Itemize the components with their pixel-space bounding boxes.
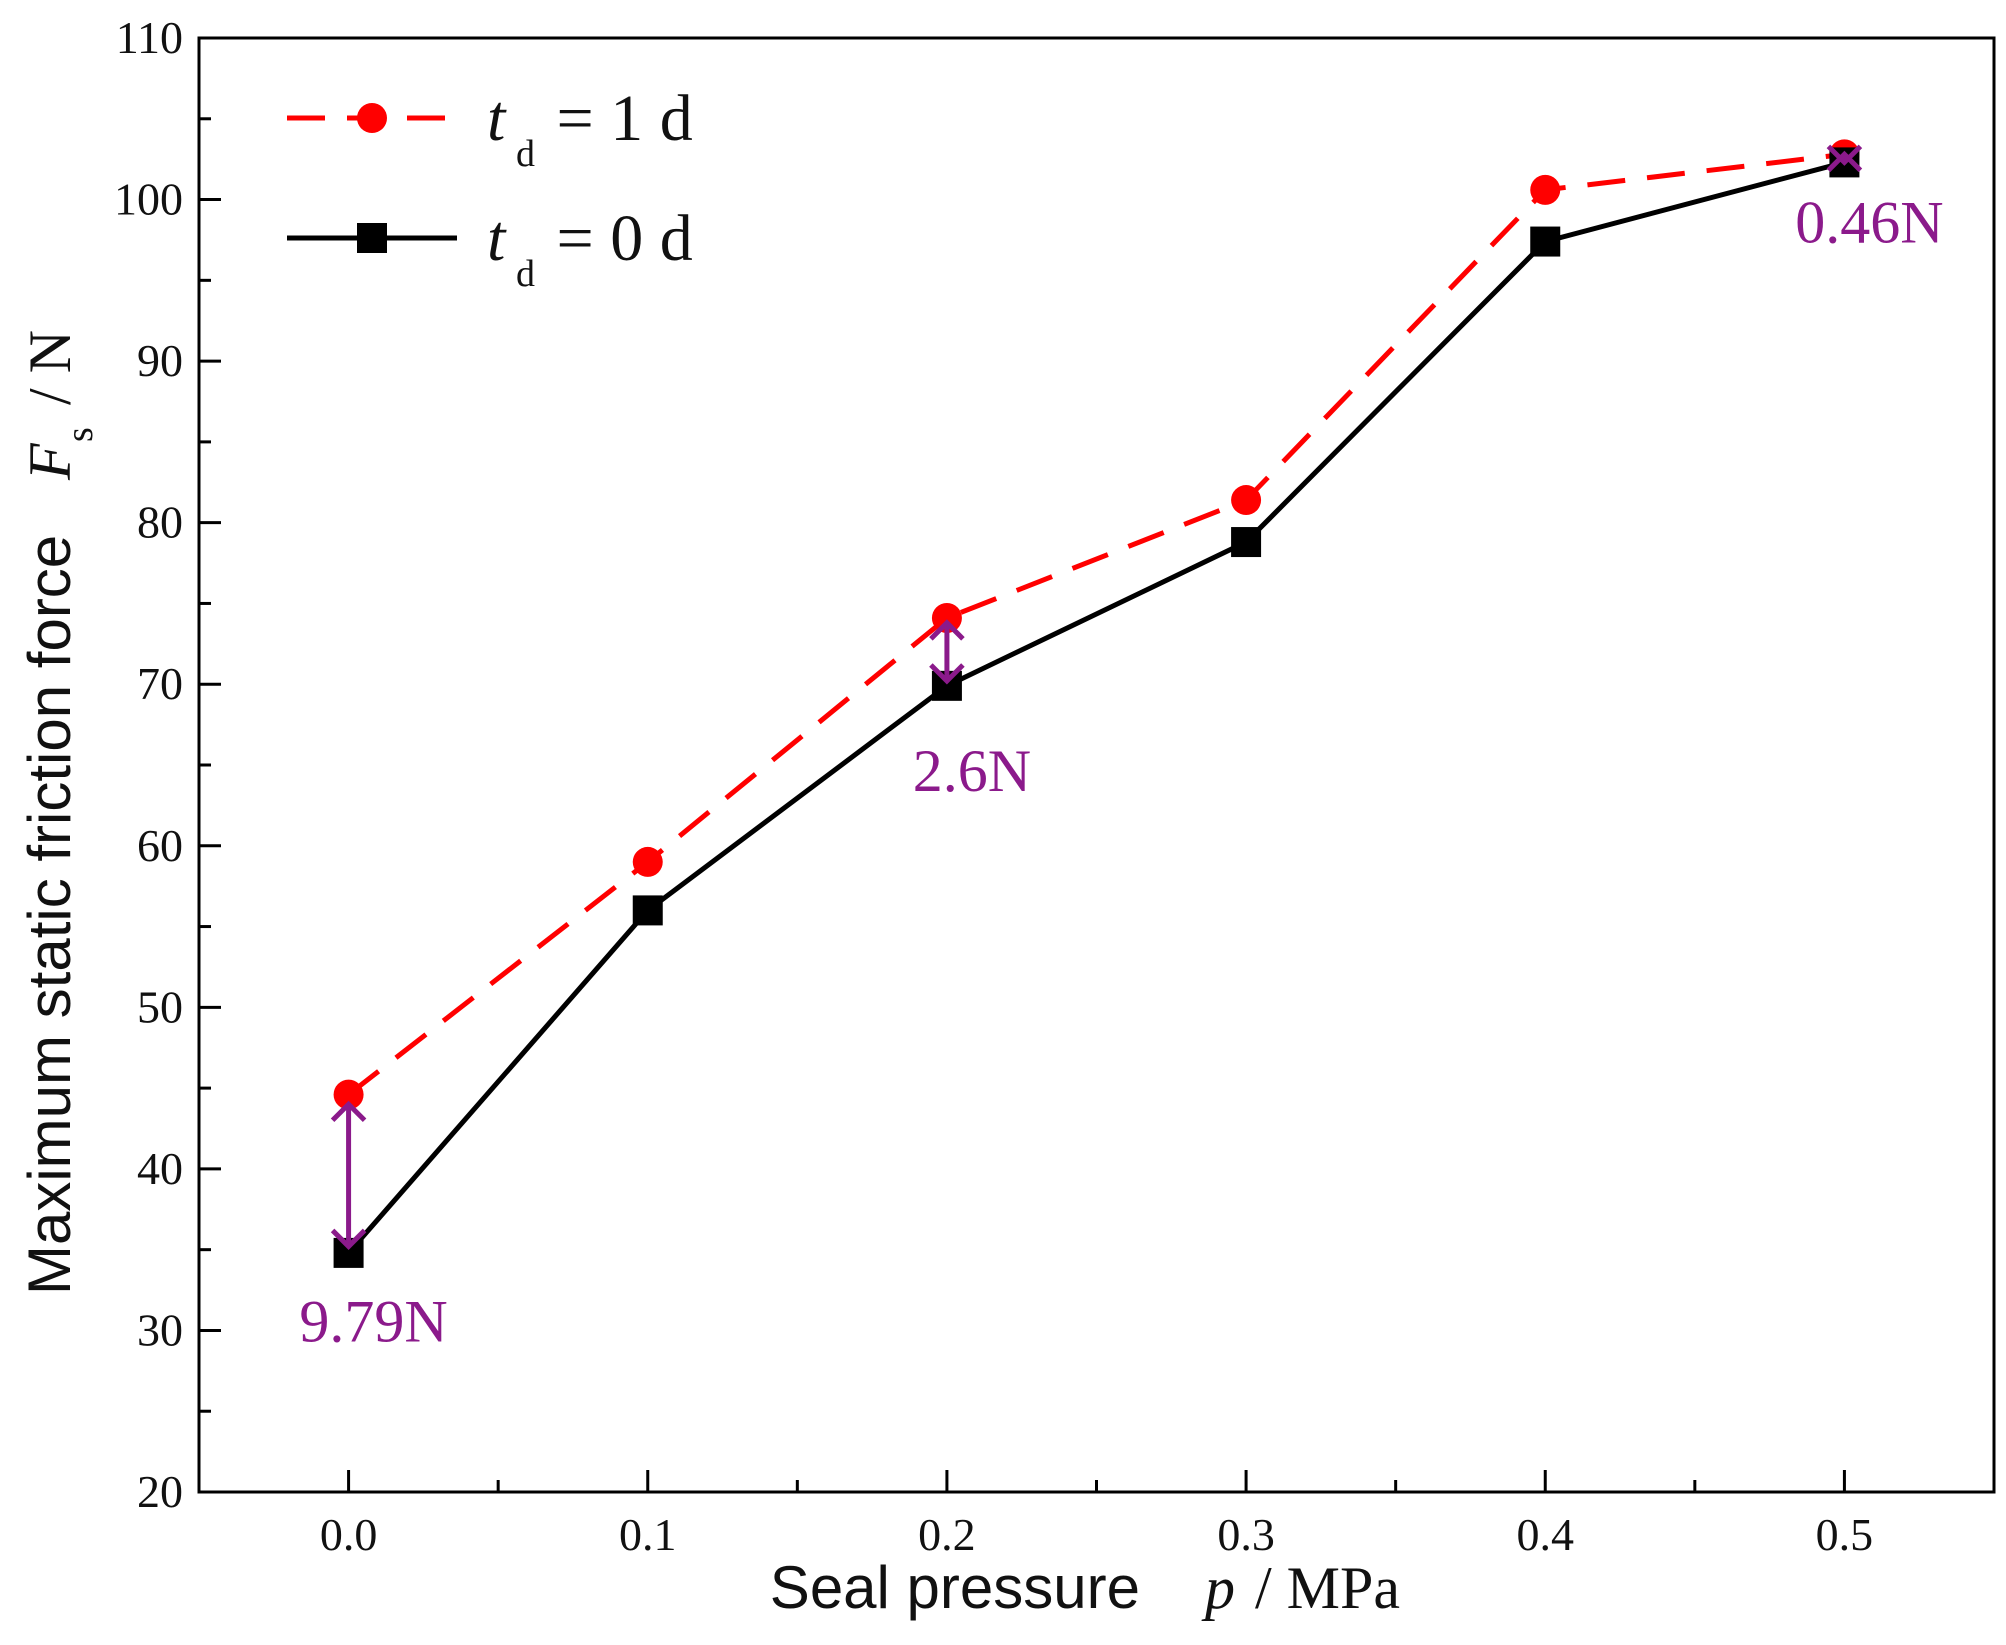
legend: t d = 1 d t d = 0 d [287,82,693,295]
point-td0 [632,895,663,926]
x-tick-label: 0.0 [320,1509,378,1560]
annotation-arrowhead-down [1826,144,1863,166]
point-td1 [931,602,962,633]
annotation-arrowhead-down [330,1228,367,1250]
y-tick-label: 20 [137,1466,183,1517]
x-axis-unit: / MPa [1255,1555,1400,1621]
y-tick-label: 100 [114,174,183,225]
y-tick-label: 50 [137,981,183,1032]
legend-symbol-td0: t [487,202,507,275]
axis-ticks [199,36,1846,1494]
y-axis-title-group: Maximum static friction force F s / N [16,330,101,1295]
y-axis-title: Maximum static friction force [16,535,83,1295]
annotation-arrowhead-up [330,1100,367,1123]
legend-marker-td1 [357,103,387,133]
annotation-label: 0.46N [1795,189,1943,255]
annotation-label: 2.6N [913,738,1031,804]
y-tick-label: 30 [137,1304,183,1355]
plot-frame [197,36,1996,1494]
series-layer [333,139,1860,1268]
y-tick-label: 60 [137,820,183,871]
point-td1 [632,846,663,877]
x-tick-labels: 0.0 0.1 0.2 0.3 0.4 0.5 [320,1509,1873,1560]
y-tick-labels: 20 30 40 50 60 70 80 90 100 110 [114,12,183,1517]
y-tick-label: 110 [116,12,183,63]
x-axis-symbol: p [1201,1555,1235,1621]
point-td0 [1231,527,1262,558]
legend-label-td0: = 0 d [540,202,693,275]
y-tick-label: 70 [137,658,183,709]
y-tick-label: 90 [137,335,183,386]
point-td1 [333,1079,364,1110]
legend-subscript-td1: d [516,133,535,175]
x-tick-label: 0.4 [1517,1509,1575,1560]
annotations: 9.79N 2.6N 0.46N [299,144,1944,1354]
series-line-0 [347,151,1845,1097]
annotation-arrowhead-down [929,663,965,685]
point-td1 [1530,174,1561,205]
y-axis-unit: / N [17,330,83,405]
legend-label-td1: = 1 d [540,82,693,155]
y-axis-symbol: F [17,442,83,481]
series-line-1 [346,159,1846,1255]
x-tick-label: 0.5 [1816,1509,1874,1560]
y-tick-label: 80 [137,497,183,548]
x-tick-label: 0.1 [619,1509,677,1560]
x-axis-title: Seal pressure [770,1554,1140,1621]
annotation-arrowhead-up [929,619,965,641]
annotation-label: 9.79N [299,1288,447,1354]
legend-symbol-td1: t [487,82,507,155]
legend-marker-td0 [357,223,387,253]
legend-subscript-td0: d [516,253,535,295]
x-tick-label: 0.3 [1217,1509,1275,1560]
x-tick-label: 0.2 [918,1509,976,1560]
point-td1 [1231,485,1262,516]
y-axis-subscript: s [59,427,101,442]
annotation-arrowhead-up [1826,150,1863,173]
point-td0 [1530,226,1561,257]
y-tick-label: 40 [137,1143,183,1194]
